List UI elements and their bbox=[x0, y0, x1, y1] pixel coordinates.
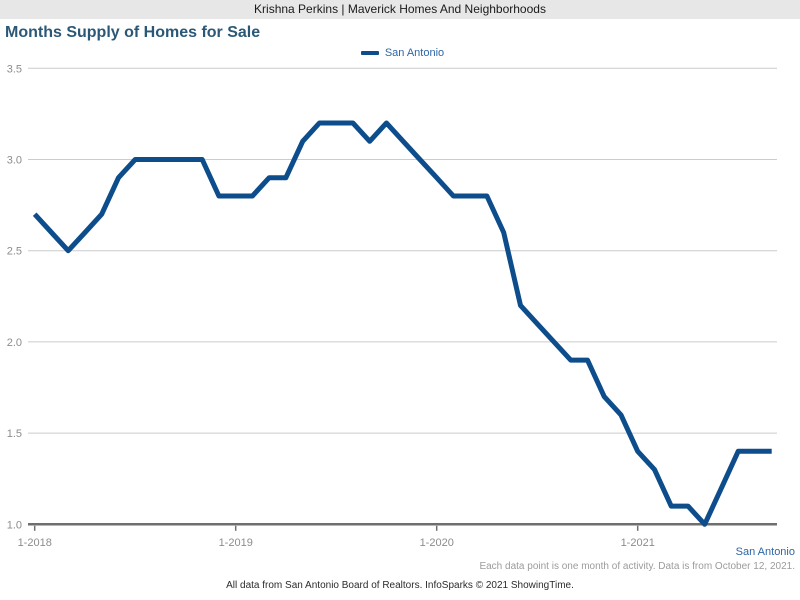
chart-title: Months Supply of Homes for Sale bbox=[5, 24, 261, 41]
x-axis-label: 1-2021 bbox=[621, 537, 655, 549]
agent-branding-text: Krishna Perkins | Maverick Homes And Nei… bbox=[254, 2, 546, 16]
header-band: Krishna Perkins | Maverick Homes And Nei… bbox=[0, 0, 800, 19]
y-axis-label: 3.0 bbox=[7, 155, 22, 167]
y-axis-label: 1.5 bbox=[7, 428, 22, 440]
y-axis-label: 2.5 bbox=[7, 246, 22, 258]
y-axis-label: 1.0 bbox=[7, 519, 22, 531]
x-axis-label: 1-2020 bbox=[420, 537, 454, 549]
x-axis-label: 1-2019 bbox=[219, 537, 253, 549]
y-axis-label: 2.0 bbox=[7, 337, 22, 349]
x-axis-label: 1-2018 bbox=[18, 537, 52, 549]
chart-legend: San Antonio bbox=[28, 47, 777, 59]
footer-attribution: All data from San Antonio Board of Realt… bbox=[226, 580, 574, 591]
legend-line-swatch-icon bbox=[360, 51, 379, 55]
series-line bbox=[32, 120, 772, 527]
footer-series-label: San Antonio bbox=[735, 546, 795, 558]
legend-series-label: San Antonio bbox=[384, 47, 445, 59]
footer-note: Each data point is one month of activity… bbox=[479, 561, 795, 572]
y-axis-label: 3.5 bbox=[7, 63, 22, 75]
